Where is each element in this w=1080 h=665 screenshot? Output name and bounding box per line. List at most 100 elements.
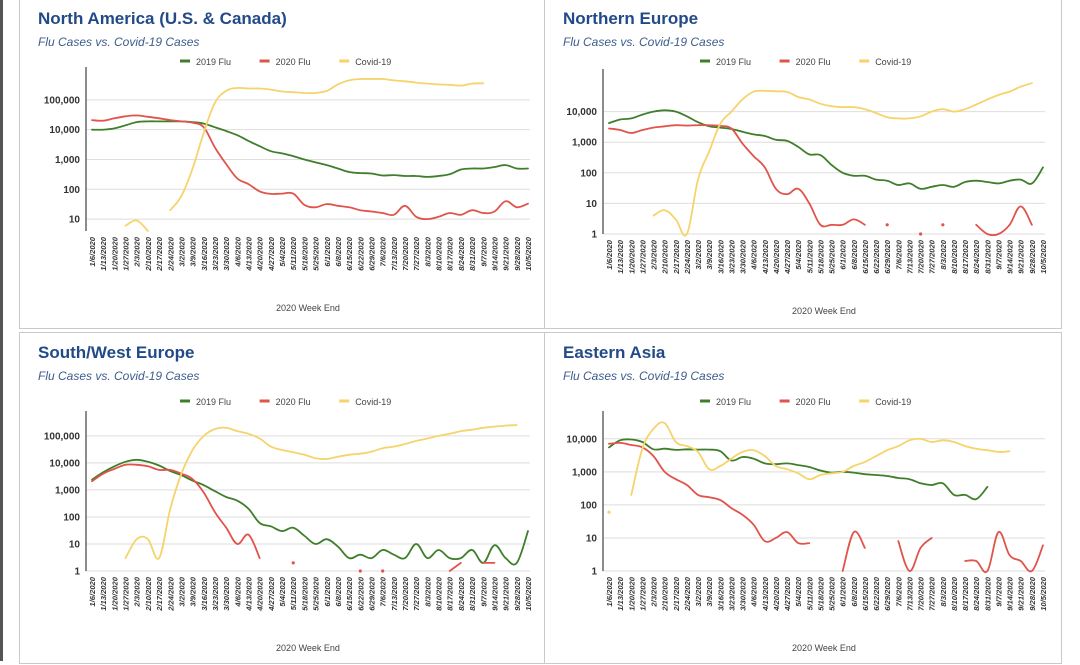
x-tick-label: 5/18/2020 [300,576,309,611]
x-tick-label: 3/30/2020 [222,236,231,271]
x-tick-label: 5/25/2020 [312,576,321,611]
x-tick-label: 2/3/2020 [650,576,659,607]
x-tick-label: 1/6/2020 [88,236,97,266]
x-tick-label: 6/1/2020 [839,239,848,269]
x-tick-label: 4/20/2020 [256,236,265,272]
x-tick-label: 1/13/2020 [616,576,625,611]
chart-legend: 2019 Flu 2020 Flu Covid-19 [180,57,391,67]
x-tick-label: 7/6/2020 [894,576,903,606]
x-tick-label: 8/24/2020 [457,576,466,611]
y-tick-label: 10 [69,215,81,226]
x-tick-label: 5/11/2020 [289,236,298,270]
x-tick-label: 9/7/2020 [479,576,488,606]
x-tick-label: 3/9/2020 [189,236,198,266]
series-2019-flu [91,120,529,178]
x-tick-label: 1/6/2020 [88,576,97,606]
x-tick-label: 9/21/2020 [502,236,511,271]
x-tick-label: 2/3/2020 [133,576,142,607]
y-tick-label: 10,000 [566,107,597,118]
x-tick-label: 9/21/2020 [1017,576,1026,611]
chart-subtitle: Flu Cases vs. Covid-19 Cases [563,35,725,49]
legend-label: Covid-19 [355,57,391,67]
chart-svg: 2019 Flu 2020 Flu Covid-19 1 10 100 1,000 10,00… [44,397,533,653]
x-tick-label: 3/9/2020 [189,576,198,606]
x-tick-label: 8/10/2020 [435,236,444,271]
series-2020-flu [91,114,529,221]
x-tick-label: 10/5/2020 [524,236,533,271]
x-tick-label: 2/24/2020 [166,576,175,612]
x-tick-label: 7/6/2020 [894,239,903,269]
data-point [885,223,889,227]
x-tick-label: 5/18/2020 [816,239,825,274]
x-tick-label: 9/7/2020 [479,236,488,266]
data-point [291,561,295,565]
x-tick-label: 8/10/2020 [950,576,959,611]
x-tick-label: 8/31/2020 [468,236,477,271]
y-tick-label: 100 [580,168,597,179]
x-tick-label: 9/28/2020 [1028,239,1037,274]
series-covid-19 [652,82,1033,237]
x-tick-label: 6/15/2020 [861,239,870,274]
x-tick-label: 7/20/2020 [401,576,410,611]
chart-panel-north-america: North America (U.S. & Canada) Flu Cases … [19,0,545,329]
legend-label: 2020 Flu [276,57,311,67]
x-tick-label: 7/27/2020 [412,576,421,611]
chart-panel-south-west-europe: South/West Europe Flu Cases vs. Covid-19… [19,332,545,664]
x-tick-label: 1/20/2020 [627,239,636,274]
x-tick-label: 7/27/2020 [928,576,937,611]
x-tick-label: 6/1/2020 [323,236,332,266]
x-tick-label: 7/13/2020 [390,236,399,271]
series-line-segment [652,82,1033,237]
x-tick-label: 4/6/2020 [750,239,759,270]
chart-legend: 2019 Flu 2020 Flu Covid-19 [700,397,911,407]
x-tick-label: 4/27/2020 [783,576,792,612]
x-tick-label: 8/3/2020 [423,576,432,606]
chart-subtitle: Flu Cases vs. Covid-19 Cases [563,369,725,383]
x-tick-label: 1/20/2020 [110,576,119,611]
series-covid-19 [124,78,485,232]
x-tick-label: 6/15/2020 [345,576,354,611]
y-tick-label: 1,000 [55,485,80,496]
x-tick-label: 3/30/2020 [222,576,231,611]
x-tick-label: 1/27/2020 [638,239,647,274]
x-tick-label: 9/21/2020 [1017,239,1026,274]
x-tick-label: 1/6/2020 [605,239,614,269]
legend-label: 2019 Flu [196,397,231,407]
x-tick-label: 5/18/2020 [300,236,309,271]
chart-title: Eastern Asia [563,343,666,362]
x-tick-label: 5/18/2020 [816,576,825,611]
x-tick-label: 1/13/2020 [616,239,625,274]
legend-label: 2019 Flu [716,397,751,407]
x-tick-label: 7/27/2020 [928,239,937,274]
x-tick-label: 3/16/2020 [716,576,725,611]
x-tick-label: 3/9/2020 [705,576,714,606]
x-tick-label: 2/17/2020 [155,236,164,272]
x-tick-label: 2/10/2020 [661,576,670,612]
x-axis-title: 2020 Week End [792,306,856,316]
x-tick-label: 1/27/2020 [122,576,131,611]
x-tick-label: 6/1/2020 [839,576,848,606]
x-tick-label: 7/27/2020 [412,236,421,271]
x-tick-label: 2/10/2020 [661,239,670,275]
series-2019-flu [608,438,989,501]
series-2020-flu [608,124,1033,237]
legend-label: Covid-19 [875,57,911,67]
legend-label: 2019 Flu [716,57,751,67]
series-line-segment [124,424,518,560]
x-tick-label: 7/6/2020 [379,576,388,606]
x-tick-label: 8/31/2020 [468,576,477,611]
series-line-segment [608,124,866,228]
x-tick-label: 9/28/2020 [1028,576,1037,611]
x-tick-label: 4/13/2020 [245,236,254,272]
x-tick-label: 8/17/2020 [961,576,970,611]
x-tick-label: 8/24/2020 [972,576,981,611]
series-covid-19 [607,421,1011,514]
chart-title: North America (U.S. & Canada) [38,9,287,28]
x-tick-label: 7/13/2020 [905,239,914,274]
x-tick-label: 6/1/2020 [323,576,332,606]
x-tick-label: 2/3/2020 [650,239,659,270]
y-tick-label: 100 [63,185,80,196]
x-tick-label: 3/30/2020 [739,239,748,274]
x-tick-label: 5/11/2020 [289,576,298,610]
x-tick-label: 7/13/2020 [905,576,914,611]
